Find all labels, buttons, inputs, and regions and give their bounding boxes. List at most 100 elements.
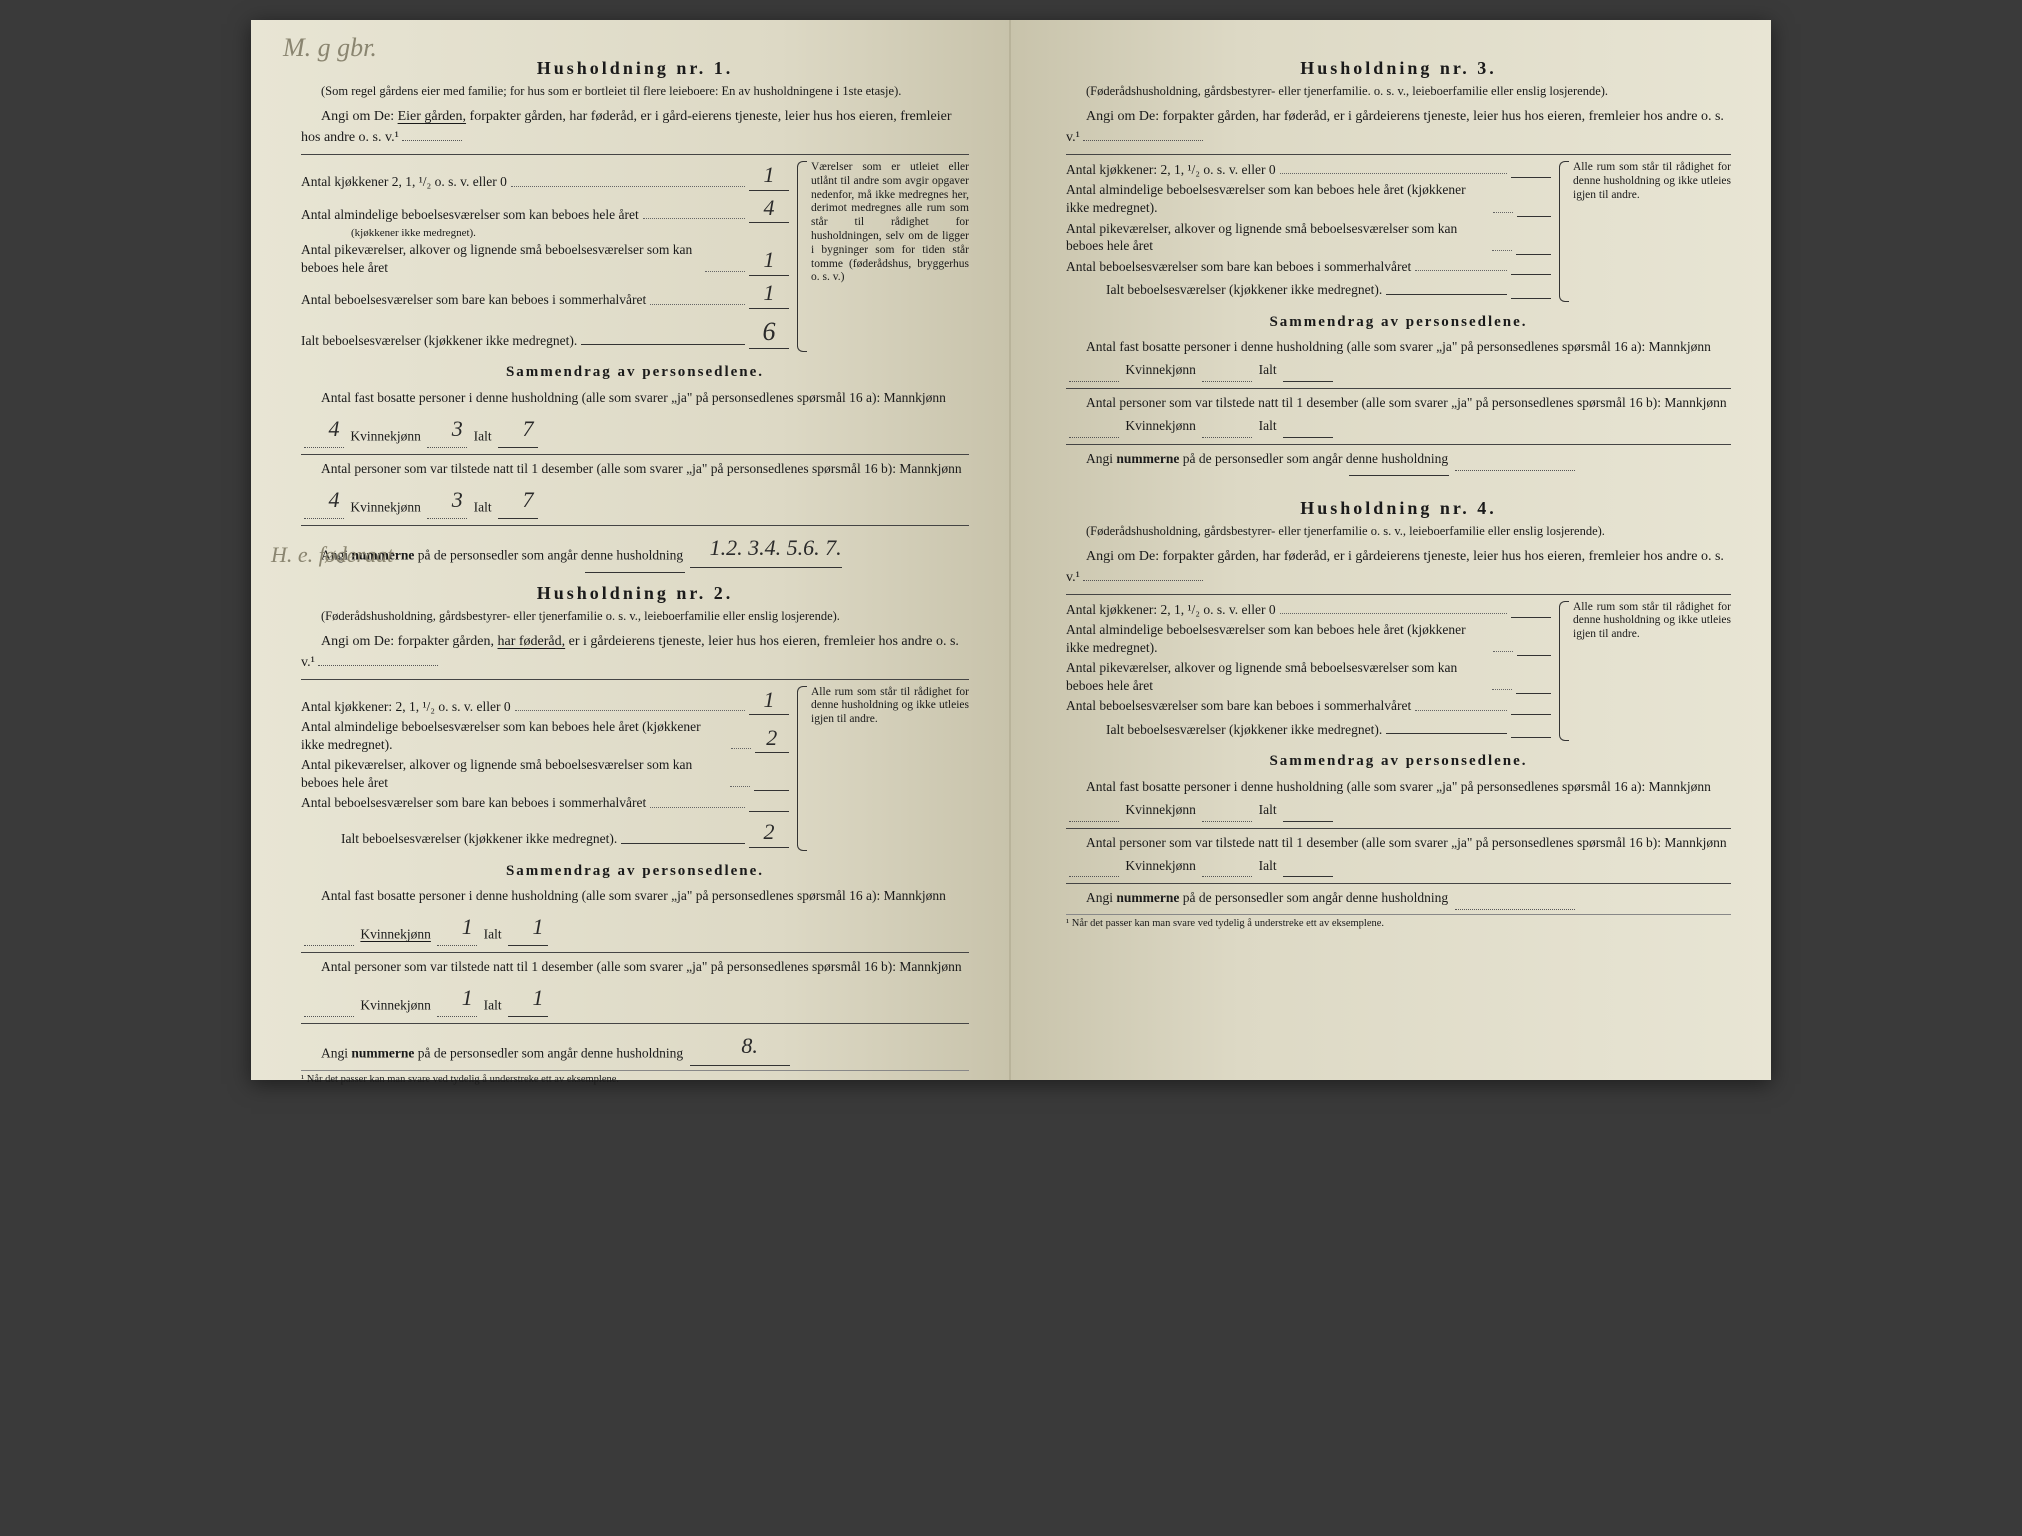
h2-fast-ialt: 1: [508, 908, 548, 946]
h1-kitchen-row: Antal kjøkkener 2, 1, ¹/₂ o. s. v. eller…: [301, 161, 789, 191]
label-ialt: Ialt: [1259, 362, 1277, 377]
dots: [1493, 212, 1513, 213]
h2-rooms-main: Antal kjøkkener: 2, 1, ¹/₂ o. s. v. elle…: [301, 686, 789, 851]
h2-ordinary-row: Antal almindelige beboelsesværelser som …: [301, 718, 789, 753]
h1-ordinary-row: Antal almindelige beboelsesværelser som …: [301, 194, 789, 224]
h3-maid-row: Antal pikeværelser, alkover og lignende …: [1066, 220, 1551, 255]
label-ialt: Ialt: [1259, 858, 1277, 873]
rule-short: [1349, 475, 1449, 476]
h4-summary-heading: Sammendrag av personsedlene.: [1066, 751, 1731, 771]
h1-kitchen-label: Antal kjøkkener 2, 1, ¹/₂ o. s. v. eller…: [301, 173, 507, 191]
h2-fast-text: Antal fast bosatte personer i denne hush…: [321, 888, 946, 903]
dots: [650, 807, 745, 808]
h1-summer-val: 1: [749, 279, 789, 309]
label-kvinne: Kvinnekjønn: [350, 428, 421, 443]
h3-kitchen-label: Antal kjøkkener: 2, 1, ¹/₂ o. s. v. elle…: [1066, 161, 1276, 179]
h1-maid-val: 1: [749, 246, 789, 276]
h4-summer-val: [1511, 714, 1551, 715]
h1-fast-m: 4: [304, 410, 344, 448]
h1-tilstede-line: Antal personer som var tilstede natt til…: [301, 458, 969, 519]
h4-fast-k: [1202, 821, 1252, 822]
h2-ordinary-val: 2: [755, 724, 789, 754]
h1-total-row: Ialt beboelsesværelser (kjøkkener ikke m…: [301, 315, 789, 350]
h4-tilstede-text: Antal personer som var tilstede natt til…: [1086, 835, 1727, 850]
pencil-annotation-top: M. g gbr.: [283, 30, 377, 65]
h2-kitchen-val: 1: [749, 686, 789, 716]
h4-rooms-sidenote: Alle rum som står til rådighet for denne…: [1561, 601, 1731, 742]
h2-rooms-sidenote: Alle rum som står til rådighet for denne…: [799, 686, 969, 851]
h4-fast-text: Antal fast bosatte personer i denne hush…: [1086, 779, 1711, 794]
h4-total-label: Ialt beboelsesværelser (kjøkkener ikke m…: [1106, 721, 1382, 739]
h3-tilstede-text: Antal personer som var tilstede natt til…: [1086, 395, 1727, 410]
h2-summer-row: Antal beboelsesværelser som bare kan beb…: [301, 794, 789, 812]
h3-fast-line: Antal fast bosatte personer i denne hush…: [1066, 336, 1731, 382]
h4-total-row: Ialt beboelsesværelser (kjøkkener ikke m…: [1066, 721, 1551, 739]
dots: [1415, 270, 1507, 271]
h3-total-row: Ialt beboelsesværelser (kjøkkener ikke m…: [1066, 281, 1551, 299]
footnote-right: ¹ Når det passer kan man svare ved tydel…: [1066, 914, 1731, 931]
h2-tilstede-line: Antal personer som var tilstede natt til…: [301, 956, 969, 1017]
h1-maid-label: Antal pikeværelser, alkover og lignende …: [301, 241, 701, 276]
h3-ordinary-label: Antal almindelige beboelsesværelser som …: [1066, 181, 1489, 216]
h4-total-val: [1511, 737, 1551, 738]
label-kvinne: Kvinnekjønn: [1125, 362, 1196, 377]
h1-rooms: Antal kjøkkener 2, 1, ¹/₂ o. s. v. eller…: [301, 161, 969, 353]
dots: [581, 344, 745, 345]
h4-subtitle: (Føderådshusholdning, gårdsbestyrer- ell…: [1066, 524, 1731, 540]
h1-fast-k: 3: [427, 410, 467, 448]
h1-til-ialt: 7: [498, 481, 538, 519]
dots: [643, 218, 745, 219]
h3-til-ialt: [1283, 437, 1333, 438]
h2-fast-k: 1: [437, 908, 477, 946]
label-kvinne: Kvinnekjønn: [360, 998, 431, 1013]
h4-ordinary-val: [1517, 655, 1551, 656]
h1-tilstede-text: Antal personer som var tilstede natt til…: [321, 461, 962, 476]
dots: [511, 186, 745, 187]
dots: [621, 843, 745, 844]
fill-line: [1083, 140, 1203, 141]
rule: [301, 454, 969, 455]
h2-rooms: Antal kjøkkener: 2, 1, ¹/₂ o. s. v. elle…: [301, 686, 969, 851]
dots: [1492, 250, 1512, 251]
label-ialt: Ialt: [484, 998, 502, 1013]
rule: [1066, 594, 1731, 595]
h4-kitchen-label: Antal kjøkkener: 2, 1, ¹/₂ o. s. v. elle…: [1066, 601, 1276, 619]
h4-sidenote-text: Alle rum som står til rådighet for denne…: [1573, 601, 1731, 641]
h3-kitchen-val: [1511, 177, 1551, 178]
h3-ordinary-row: Antal almindelige beboelsesværelser som …: [1066, 181, 1551, 216]
label-ialt: Ialt: [484, 926, 502, 941]
h3-kitchen-row: Antal kjøkkener: 2, 1, ¹/₂ o. s. v. elle…: [1066, 161, 1551, 179]
nummerne-bold: nummerne: [351, 1046, 414, 1061]
brace-icon: [1559, 161, 1569, 302]
h2-nummer-val: 8.: [690, 1027, 790, 1065]
h2-kitchen-row: Antal kjøkkener: 2, 1, ¹/₂ o. s. v. elle…: [301, 686, 789, 716]
rule: [301, 154, 969, 155]
h2-tilstede-text: Antal personer som var tilstede natt til…: [321, 959, 962, 974]
h4-til-ialt: [1283, 876, 1333, 877]
h1-total-label: Ialt beboelsesværelser (kjøkkener ikke m…: [301, 332, 577, 350]
h2-summary-heading: Sammendrag av personsedlene.: [301, 861, 969, 881]
h1-angi-underlined: Eier gården,: [398, 109, 466, 124]
h1-angi: Angi om De: Eier gården, forpakter gårde…: [301, 106, 969, 148]
footnote-left: ¹ Når det passer kan man svare ved tydel…: [301, 1070, 969, 1087]
h2-angi-prefix: Angi om De: forpakter gården,: [321, 634, 494, 649]
h1-til-k: 3: [427, 481, 467, 519]
h3-total-label: Ialt beboelsesværelser (kjøkkener ikke m…: [1106, 281, 1382, 299]
h2-angi-underlined: har føderåd,: [498, 634, 566, 649]
h4-title: Husholdning nr. 4.: [1066, 496, 1731, 520]
h3-fast-m: [1069, 381, 1119, 382]
dots: [730, 786, 750, 787]
h2-angi: Angi om De: forpakter gården, har føderå…: [301, 631, 969, 673]
fill-line: [318, 665, 438, 666]
h3-total-val: [1511, 298, 1551, 299]
dots: [1493, 651, 1513, 652]
h3-summer-row: Antal beboelsesværelser som bare kan beb…: [1066, 258, 1551, 276]
dots: [731, 748, 751, 749]
document-spread: M. g gbr. Husholdning nr. 1. (Som regel …: [251, 20, 1771, 1080]
rule: [1066, 883, 1731, 884]
h4-fast-m: [1069, 821, 1119, 822]
h3-title: Husholdning nr. 3.: [1066, 56, 1731, 80]
h1-title: Husholdning nr. 1.: [301, 56, 969, 80]
h3-rooms-sidenote: Alle rum som står til rådighet for denne…: [1561, 161, 1731, 302]
h4-summer-label: Antal beboelsesværelser som bare kan beb…: [1066, 697, 1411, 715]
